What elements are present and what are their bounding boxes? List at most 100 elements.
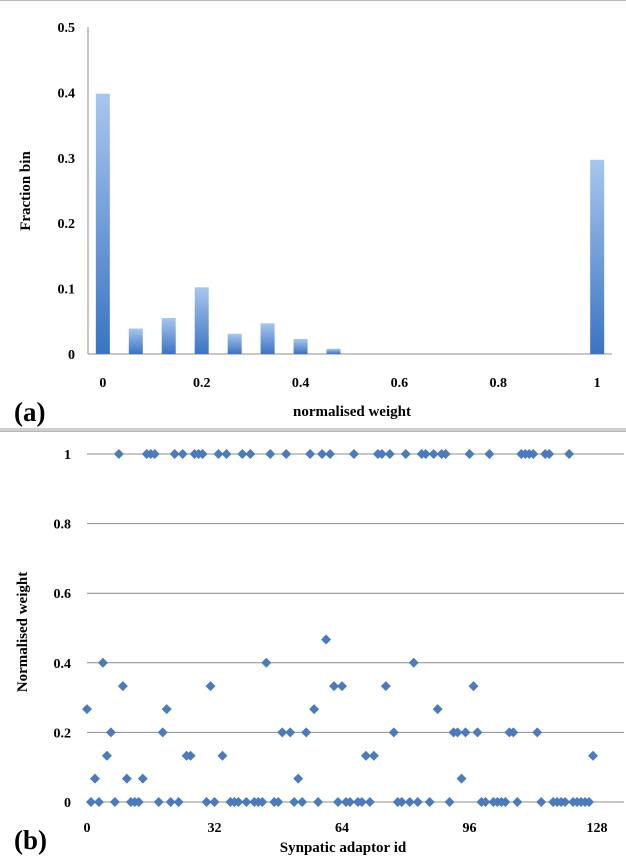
scatter-point: [408, 657, 419, 668]
scatter-point: [428, 449, 439, 459]
scatter-point: [325, 449, 336, 459]
scatter-point: [424, 797, 435, 807]
scatter-point: [472, 727, 483, 738]
panel-label-a: (a): [14, 397, 45, 427]
scatter-point: [109, 797, 120, 807]
scatter-point: [313, 797, 324, 807]
scatter-point: [544, 449, 555, 459]
histogram-y-tick-label: 0: [68, 348, 75, 363]
scatter-point: [536, 797, 547, 807]
scatter-point: [197, 449, 208, 459]
scatter-point: [157, 727, 168, 738]
scatter-point: [384, 449, 395, 459]
scatter-point: [305, 449, 316, 459]
scatter-y-tick-label: 0.4: [54, 657, 72, 672]
scatter-point: [368, 750, 379, 761]
scatter-point: [137, 773, 148, 784]
scatter-point: [564, 449, 575, 459]
scatter-point: [161, 704, 172, 715]
histogram-x-tick-label: 0.2: [193, 376, 211, 391]
scatter-point: [452, 727, 463, 738]
scatter-point: [468, 681, 479, 692]
histogram-y-tick-label: 0.4: [58, 86, 76, 101]
scatter-point: [512, 797, 523, 807]
scatter-point: [528, 449, 539, 459]
scatter-point: [532, 727, 543, 738]
scatter-point: [169, 449, 180, 459]
scatter-point: [277, 727, 288, 738]
scatter-point: [333, 797, 344, 807]
scatter-x-tick-label: 64: [335, 821, 349, 836]
scatter-point: [376, 449, 387, 459]
scatter-x-tick-label: 96: [463, 821, 477, 836]
scatter-point: [113, 449, 124, 459]
histogram-x-axis-title: normalised weight: [293, 404, 411, 420]
scatter-point: [101, 750, 112, 761]
scatter-point: [201, 797, 212, 807]
scatter-x-tick-label: 32: [208, 821, 222, 836]
scatter-point: [444, 797, 455, 807]
scatter-point: [484, 449, 495, 459]
scatter-point: [177, 449, 188, 459]
histogram-x-tick-label: 0.6: [391, 376, 409, 391]
scatter-point: [149, 449, 160, 459]
histogram-y-tick-label: 0.2: [58, 217, 76, 232]
scatter-point: [273, 797, 284, 807]
scatter-y-tick-label: 0.2: [54, 726, 72, 741]
scatter-y-tick-label: 0.6: [54, 587, 72, 602]
scatter-point: [460, 727, 471, 738]
histogram-panel: 0 0.1 0.2 0.3 0.4 0.5 0 0.2 0.4 0.6 0.8 1 Fraction…: [0, 0, 626, 428]
scatter-y-tick-label: 1: [64, 448, 71, 463]
histogram-bar: [227, 333, 242, 354]
histogram-bar: [194, 287, 209, 354]
scatter-point: [117, 681, 128, 692]
histogram-bar: [161, 318, 176, 354]
scatter-point: [221, 449, 232, 459]
histogram-bar: [590, 159, 605, 354]
histogram-x-tick-label: 1: [594, 376, 601, 391]
histogram-x-tick-label: 0: [99, 376, 106, 391]
scatter-point: [400, 449, 411, 459]
scatter-chart: 0 0.2 0.4 0.6 0.8 1 0 32 64 96 128 Normalised wei…: [14, 448, 624, 856]
scatter-point: [432, 704, 443, 715]
scatter-point: [209, 797, 220, 807]
scatter-point: [396, 797, 407, 807]
histogram-y-tick-label: 0.1: [58, 283, 76, 298]
scatter-point: [153, 797, 164, 807]
histogram-y-tick-label: 0.3: [58, 152, 76, 167]
histogram-x-tick-label: 0.8: [490, 376, 508, 391]
histogram-y-axis-title: Fraction bin: [18, 151, 34, 231]
scatter-point: [388, 727, 399, 738]
scatter-point: [245, 449, 256, 459]
histogram-bar: [326, 348, 341, 354]
scatter-point: [456, 773, 467, 784]
histogram-bar: [128, 328, 143, 354]
scatter-point: [297, 797, 308, 807]
histogram-bar: [260, 323, 275, 354]
scatter-point: [185, 750, 196, 761]
scatter-point: [173, 797, 184, 807]
scatter-point: [404, 797, 415, 807]
scatter-point: [329, 681, 340, 692]
scatter-point: [440, 449, 451, 459]
scatter-point: [281, 449, 292, 459]
scatter-point: [241, 797, 252, 807]
scatter-point: [364, 797, 375, 807]
scatter-point: [217, 750, 228, 761]
scatter-point: [588, 750, 599, 761]
scatter-point: [261, 657, 272, 668]
histogram-chart: 0 0.1 0.2 0.3 0.4 0.5 0 0.2 0.4 0.6 0.8 1 Fraction…: [14, 21, 612, 427]
scatter-y-axis-title: Normalised weight: [15, 572, 31, 692]
scatter-point: [133, 797, 144, 807]
scatter-point: [412, 797, 423, 807]
scatter-point: [121, 773, 132, 784]
scatter-point: [317, 449, 328, 459]
scatter-point: [420, 449, 431, 459]
scatter-point: [205, 681, 216, 692]
scatter-point: [93, 797, 104, 807]
scatter-point: [584, 797, 595, 807]
scatter-point: [85, 797, 96, 807]
scatter-point: [213, 449, 224, 459]
scatter-point: [285, 727, 296, 738]
scatter-point: [289, 797, 300, 807]
